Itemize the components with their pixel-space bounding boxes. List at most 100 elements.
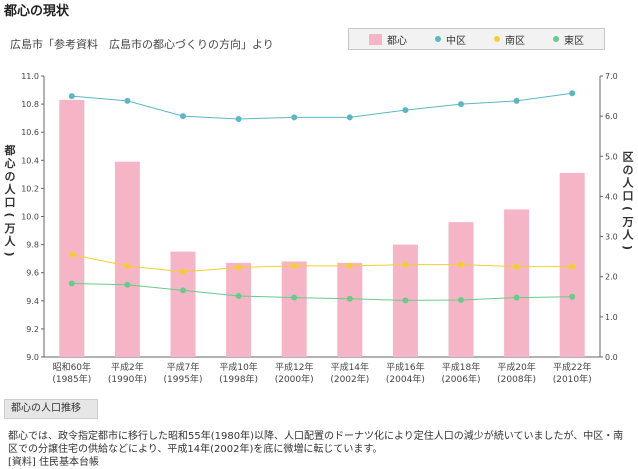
right-tick-label: 3.0 — [605, 233, 618, 242]
bar-toshin — [170, 251, 196, 357]
point-naka — [68, 93, 75, 100]
point-naka — [291, 114, 298, 121]
legend-label-minami: 南区 — [505, 35, 525, 47]
left-tick-label: 9.2 — [26, 325, 39, 334]
line-higashi — [71, 283, 573, 301]
x-tick-label: 平成22年 — [553, 361, 591, 373]
left-tick-label: 10.6 — [21, 128, 39, 137]
legend-item-toshin: 都心 — [369, 32, 407, 47]
right-axis-title-char: の — [623, 164, 634, 177]
left-axis-title-char: 口 — [5, 196, 16, 209]
bar-toshin — [59, 99, 85, 357]
section-label: 都心の人口推移 — [4, 399, 98, 419]
point-higashi — [291, 294, 298, 301]
x-tick-label-year: (1995年) — [164, 373, 203, 385]
bar-toshin — [281, 261, 307, 357]
left-axis-title-char: 万 — [4, 222, 16, 235]
left-axis-title-char: 人 — [5, 234, 17, 248]
x-tick-label-year: (1998年) — [219, 373, 258, 385]
bar-toshin — [226, 262, 252, 357]
x-tick-label-year: (1985年) — [52, 373, 91, 385]
legend-item-higashi: 東区 — [553, 32, 584, 47]
legend-swatch-higashi — [553, 36, 559, 42]
page-title: 都心の現状 — [4, 4, 70, 19]
right-axis-title-char: 口 — [623, 190, 634, 203]
point-higashi — [180, 287, 186, 294]
right-tick-label: 6.0 — [605, 112, 618, 121]
point-naka — [124, 97, 131, 104]
legend-item-minami: 南区 — [494, 32, 525, 47]
point-higashi — [68, 280, 75, 287]
right-tick-label: 0.0 — [605, 353, 618, 362]
point-higashi — [402, 297, 409, 304]
point-minami — [124, 262, 131, 269]
left-tick-label: 10.8 — [21, 100, 39, 109]
point-naka — [235, 115, 242, 122]
point-naka — [458, 101, 464, 108]
x-tick-label: 平成20年 — [497, 361, 535, 373]
left-tick-label: 9.4 — [26, 297, 39, 306]
point-naka — [346, 114, 353, 121]
right-tick-label: 4.0 — [605, 192, 618, 201]
right-axis-title-char: 区 — [623, 151, 634, 164]
bar-toshin — [504, 209, 530, 357]
line-naka — [71, 92, 573, 120]
left-tick-label: 10.0 — [21, 213, 39, 222]
left-axis-title-char: ( — [3, 212, 16, 217]
right-axis-title-char: 人 — [623, 176, 635, 190]
bar-toshin — [448, 222, 474, 357]
point-higashi — [513, 294, 520, 301]
bar-toshin — [114, 161, 140, 357]
data-source-note: [資料] 住民基本台帳 — [8, 457, 99, 468]
point-minami — [180, 268, 186, 275]
point-higashi — [124, 281, 131, 288]
bar-toshin — [337, 262, 363, 357]
left-tick-label: 11.0 — [21, 72, 39, 81]
x-tick-label-year: (2010年) — [553, 373, 592, 385]
x-tick-label: 平成18年 — [442, 361, 480, 373]
point-naka — [402, 107, 409, 114]
point-higashi — [346, 295, 353, 302]
legend-label-higashi: 東区 — [564, 35, 584, 47]
left-axis-title-char: 都 — [4, 143, 16, 157]
x-tick-label: 平成7年 — [167, 361, 200, 373]
point-naka — [513, 97, 520, 104]
point-higashi — [569, 293, 576, 300]
right-tick-label: 2.0 — [605, 273, 618, 282]
point-minami — [68, 251, 75, 258]
left-tick-label: 9.8 — [26, 241, 39, 250]
source-note: 広島市「参考資料 広島市の都心づくりの方向」より — [10, 38, 274, 51]
point-naka — [569, 90, 576, 97]
left-axis-title-char: 人 — [5, 182, 17, 196]
line-minami — [71, 254, 573, 273]
x-tick-label: 平成10年 — [219, 361, 257, 373]
x-tick-label-year: (1990年) — [108, 373, 147, 385]
legend-swatch-toshin — [369, 33, 382, 45]
point-naka — [180, 113, 186, 120]
legend-label-toshin: 都心 — [387, 35, 407, 47]
x-tick-label-year: (2008年) — [497, 373, 536, 385]
right-axis-title-char: ) — [621, 245, 634, 250]
point-minami — [569, 263, 576, 270]
legend-item-naka: 中区 — [435, 32, 466, 47]
point-higashi — [458, 296, 464, 303]
description-text: 都心では、政令指定都市に移行した昭和55年(1980年)以降、人口配置のドーナツ… — [8, 431, 624, 455]
right-tick-label: 5.0 — [605, 152, 618, 161]
point-minami — [458, 261, 464, 268]
point-minami — [513, 263, 520, 270]
left-axis-title-char: の — [5, 170, 16, 183]
right-tick-label: 7.0 — [605, 72, 618, 81]
right-axis-title-char: ( — [621, 206, 634, 211]
left-tick-label: 10.2 — [21, 184, 39, 193]
x-tick-label: 平成2年 — [111, 361, 144, 373]
left-axis-title: 都心の人口(万人) — [3, 143, 17, 257]
x-tick-label-year: (2004年) — [386, 373, 425, 385]
point-minami — [235, 264, 242, 271]
x-tick-label-year: (2006年) — [442, 373, 481, 385]
x-tick-label: 平成12年 — [275, 361, 313, 373]
legend-swatch-minami — [494, 36, 500, 42]
chart-legend: 都心 中区 南区 東区 — [348, 28, 605, 50]
left-axis-title-char: 心 — [5, 157, 16, 170]
left-tick-label: 10.4 — [21, 156, 39, 165]
